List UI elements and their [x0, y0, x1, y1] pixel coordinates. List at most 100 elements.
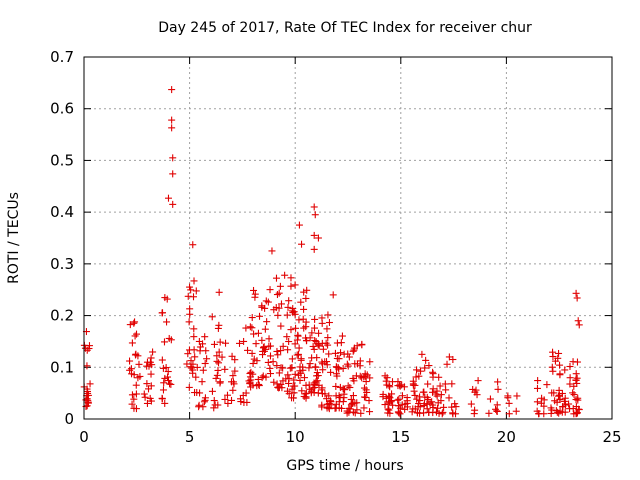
data-point	[273, 380, 281, 388]
data-point	[424, 380, 432, 388]
data-point	[340, 390, 348, 398]
data-point	[221, 365, 229, 373]
data-point	[83, 402, 91, 410]
data-point	[566, 363, 574, 371]
plot-frame	[83, 56, 613, 420]
y-tick-label: 0	[64, 410, 74, 428]
data-point	[293, 351, 301, 359]
data-point	[429, 385, 437, 393]
data-point	[251, 290, 259, 298]
data-point	[344, 362, 352, 370]
data-point	[190, 346, 198, 354]
data-point	[336, 393, 344, 401]
data-point	[163, 295, 171, 303]
data-point	[472, 386, 480, 394]
data-point	[440, 403, 448, 411]
data-point	[259, 351, 267, 359]
data-point	[360, 404, 368, 412]
data-point	[551, 357, 559, 365]
data-point	[222, 339, 230, 347]
data-point	[318, 384, 326, 392]
data-point	[306, 334, 314, 342]
data-point	[285, 338, 293, 346]
data-point	[306, 360, 314, 368]
data-point	[326, 397, 334, 405]
data-point	[558, 389, 566, 397]
data-point	[169, 154, 177, 162]
data-point	[258, 374, 266, 382]
data-point	[556, 370, 564, 378]
data-point	[443, 360, 451, 368]
data-point	[338, 332, 346, 340]
data-point	[570, 391, 578, 399]
data-point	[216, 338, 224, 346]
data-point	[385, 382, 393, 390]
y-tick-label: 0.1	[50, 358, 74, 376]
data-point	[319, 366, 327, 374]
data-point	[360, 384, 368, 392]
data-point	[189, 369, 197, 377]
data-point	[237, 398, 245, 406]
data-point	[381, 401, 389, 409]
data-point	[283, 333, 291, 341]
data-point	[131, 332, 139, 340]
data-point	[186, 310, 194, 318]
data-point	[169, 200, 177, 208]
data-point	[285, 297, 293, 305]
data-point	[311, 383, 319, 391]
data-point	[356, 372, 364, 380]
data-point	[84, 391, 92, 399]
data-point	[559, 403, 567, 411]
y-tick-label: 0.5	[50, 151, 74, 169]
data-point	[493, 401, 501, 409]
data-point	[413, 395, 421, 403]
data-point	[199, 366, 207, 374]
data-point	[183, 360, 191, 368]
data-point	[349, 408, 357, 416]
data-point	[248, 324, 256, 332]
data-point	[248, 314, 256, 322]
data-point	[277, 347, 285, 355]
data-point	[332, 400, 340, 408]
data-point	[212, 374, 220, 382]
data-point	[200, 398, 208, 406]
data-point	[215, 321, 223, 329]
data-point	[349, 399, 357, 407]
data-point	[445, 353, 453, 361]
data-point	[572, 410, 580, 418]
data-point	[293, 336, 301, 344]
data-point	[81, 344, 89, 352]
data-point	[266, 364, 274, 372]
data-point	[291, 340, 299, 348]
data-point	[555, 349, 563, 357]
data-point	[573, 358, 581, 366]
data-point	[409, 381, 417, 389]
data-point	[277, 322, 285, 330]
data-point	[435, 409, 443, 417]
data-point	[314, 234, 322, 242]
data-point	[131, 318, 139, 326]
data-point	[275, 384, 283, 392]
data-point	[318, 360, 326, 368]
data-point	[387, 398, 395, 406]
data-point	[168, 124, 176, 132]
data-point	[403, 394, 411, 402]
data-point	[146, 358, 154, 366]
data-point	[213, 371, 221, 379]
data-point	[421, 364, 429, 372]
data-point	[285, 390, 293, 398]
data-point	[276, 282, 284, 290]
data-point	[140, 390, 148, 398]
data-point	[230, 380, 238, 388]
data-point	[248, 349, 256, 357]
data-point	[208, 387, 216, 395]
data-point	[395, 402, 403, 410]
data-point	[229, 386, 237, 394]
data-point	[195, 403, 203, 411]
data-point	[283, 311, 291, 319]
data-point	[291, 370, 299, 378]
data-point	[264, 358, 272, 366]
data-point	[363, 371, 371, 379]
data-point	[160, 379, 168, 387]
data-point	[467, 400, 475, 408]
